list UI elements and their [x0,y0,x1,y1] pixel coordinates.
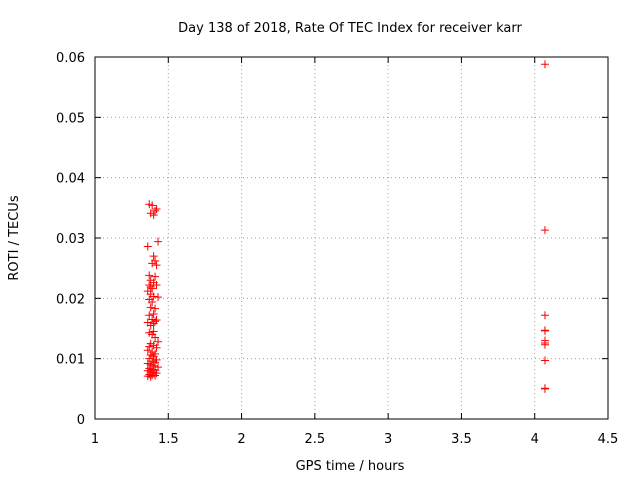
data-point-plus-marker [151,333,160,342]
y-tick-label: 0.03 [56,232,85,247]
x-tick-label: 1 [91,432,99,447]
data-point-plus-marker [540,356,549,365]
data-point-plus-marker [540,384,549,393]
y-tick-label: 0.06 [56,51,85,66]
data-point-plus-marker [146,282,155,291]
data-point-plus-marker [148,201,157,210]
x-tick-label: 1.5 [158,432,179,447]
y-tick-label: 0 [77,413,85,428]
y-tick-label: 0.02 [56,292,85,307]
data-point-plus-marker [540,226,549,235]
data-point-plus-marker [540,60,549,69]
data-point-plus-marker [151,371,160,380]
y-tick-label: 0.05 [56,111,85,126]
data-point-plus-marker [540,311,549,320]
x-tick-label: 4 [531,432,539,447]
data-point-plus-marker [145,271,154,280]
data-point-plus-marker [146,303,155,312]
data-points [143,60,549,393]
x-tick-label: 2.5 [305,432,326,447]
data-point-plus-marker [149,310,158,319]
chart-title: Day 138 of 2018, Rate Of TEC Index for r… [178,21,522,36]
data-point-plus-marker [148,297,157,306]
data-point-plus-marker [152,281,161,290]
data-point-plus-marker [149,292,158,301]
data-point-plus-marker [151,206,160,215]
data-point-plus-marker [149,252,158,261]
data-point-plus-marker [148,259,157,268]
data-point-plus-marker [148,284,157,293]
data-point-plus-marker [152,261,161,270]
data-point-plus-marker [154,337,163,346]
data-point-plus-marker [145,342,154,351]
data-point-plus-marker [152,205,161,214]
data-point-plus-marker [540,340,549,349]
data-point-plus-marker [151,272,160,281]
data-point-plus-marker [146,372,155,381]
data-point-plus-marker [143,346,152,355]
data-point-plus-marker [540,326,549,335]
data-point-plus-marker [154,237,163,246]
data-point-plus-marker [146,321,155,330]
y-axis-label: ROTI / TECUs [7,195,22,280]
data-point-plus-marker [154,293,163,302]
data-point-plus-marker [152,343,161,352]
data-point-plus-marker [151,358,160,367]
data-point-plus-marker [149,327,158,336]
y-tick-label: 0.01 [56,353,85,368]
x-tick-label: 2 [237,432,245,447]
data-point-plus-marker [151,317,160,326]
x-axis-label: GPS time / hours [296,459,405,474]
data-point-plus-marker [151,304,160,313]
data-point-plus-marker [149,211,158,220]
x-tick-label: 3.5 [451,432,472,447]
x-tick-label: 3 [384,432,392,447]
x-tick-label: 4.5 [598,432,619,447]
grid [95,57,608,419]
y-tick-label: 0.04 [56,172,85,187]
data-point-plus-marker [145,311,154,320]
axis-ticks: 1 1.5 2 2.5 3 3.5 4 4.5 0 0.01 0.02 0.03 0.04 0.05 0.0… [56,51,618,447]
data-point-plus-marker [143,242,152,251]
